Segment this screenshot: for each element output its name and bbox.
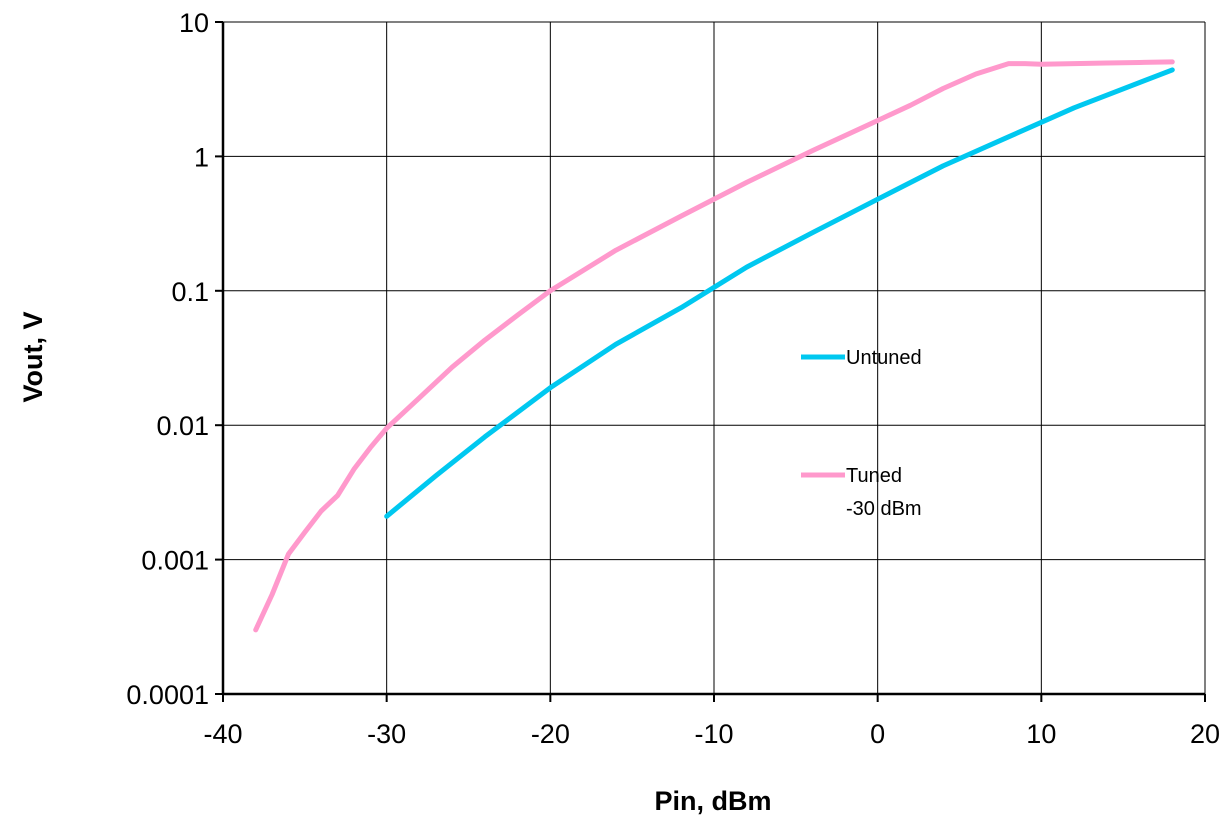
series-line-tuned <box>253 59 1175 633</box>
y-tick-label: 0.1 <box>171 277 209 307</box>
y-tick-label: 1 <box>194 142 209 172</box>
y-axis-title: Vout, V <box>18 312 48 403</box>
x-tick-label: 20 <box>1190 719 1220 749</box>
x-tick-label: 10 <box>1026 719 1056 749</box>
tick-labels: -40 -30 -20 -10 0 10 20 0.0001 0.001 0.01 0.1 1 10 <box>126 8 1220 749</box>
x-tick-label: 0 <box>870 719 885 749</box>
legend: Untuned Tuned -30 dBm <box>801 347 922 520</box>
axes <box>215 21 1206 702</box>
series-lines <box>253 59 1175 633</box>
series-line-untuned <box>384 67 1175 519</box>
y-tick-label: 10 <box>179 8 209 38</box>
x-tick-label: -40 <box>203 719 242 749</box>
y-tick-label: 0.0001 <box>126 680 209 710</box>
x-axis-title: Pin, dBm <box>654 786 771 816</box>
legend-label: -30 dBm <box>846 498 922 520</box>
y-tick-label: 0.001 <box>141 546 209 576</box>
gridlines <box>223 21 1206 694</box>
y-tick-label: 0.01 <box>156 411 209 441</box>
legend-label: Tuned <box>846 465 902 487</box>
legend-label: Untuned <box>846 347 922 369</box>
x-tick-label: -20 <box>531 719 570 749</box>
x-tick-label: -10 <box>694 719 733 749</box>
x-tick-label: -30 <box>367 719 406 749</box>
